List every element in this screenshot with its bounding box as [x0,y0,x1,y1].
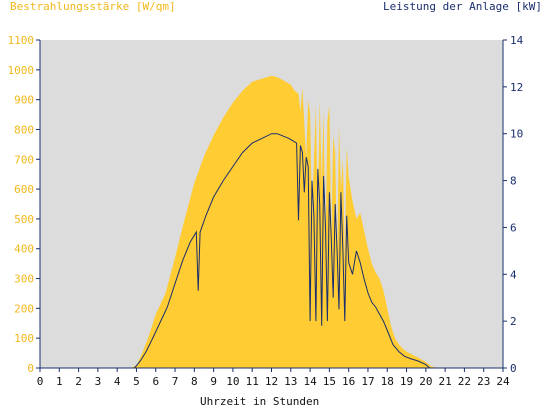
x-tick-label: 9 [210,375,217,388]
y-left-tick-label: 900 [14,94,34,107]
y-left-tick-label: 100 [14,332,34,345]
y-left-tick-label: 0 [27,362,34,375]
y-right-tick-label: 12 [510,81,523,94]
x-tick-label: 3 [95,375,102,388]
irradiance-area [40,75,503,369]
x-tick-label: 8 [191,375,198,388]
x-tick-label: 23 [477,375,490,388]
y-left-tick-label: 500 [14,213,34,226]
x-tick-label: 2 [75,375,82,388]
x-tick-label: 17 [361,375,374,388]
x-tick-label: 14 [303,375,317,388]
x-tick-label: 1 [56,375,63,388]
right-axis-title: Leistung der Anlage [kW] [383,0,542,13]
x-tick-label: 7 [172,375,179,388]
x-tick-label: 21 [439,375,452,388]
y-left-tick-label: 300 [14,273,34,286]
x-tick-label: 22 [458,375,471,388]
left-axis-title: Bestrahlungsstärke [W/qm] [10,0,176,13]
y-left-tick-label: 800 [14,123,34,136]
y-left-tick-label: 400 [14,243,34,256]
x-axis-title: Uhrzeit in Stunden [200,395,320,408]
x-tick-label: 10 [226,375,239,388]
y-right-tick-label: 0 [510,362,517,375]
x-tick-label: 4 [114,375,121,388]
x-tick-label: 20 [419,375,432,388]
y-right-tick-label: 14 [510,34,524,47]
x-tick-label: 19 [400,375,413,388]
y-left-tick-label: 1100 [8,34,35,47]
x-tick-label: 16 [342,375,355,388]
power-line [40,133,503,369]
y-left-tick-label: 600 [14,183,34,196]
x-tick-label: 13 [284,375,297,388]
y-left-tick-label: 700 [14,153,34,166]
x-tick-label: 15 [323,375,336,388]
x-tick-label: 5 [133,375,140,388]
x-tick-label: 11 [246,375,259,388]
y-right-tick-label: 10 [510,128,523,141]
y-left-tick-label: 1000 [8,64,35,77]
x-tick-label: 18 [381,375,394,388]
y-right-tick-label: 4 [510,268,517,281]
x-tick-label: 24 [496,375,510,388]
y-right-tick-label: 6 [510,221,517,234]
y-right-tick-label: 2 [510,315,517,328]
y-left-tick-label: 200 [14,302,34,315]
x-tick-label: 6 [152,375,159,388]
x-tick-label: 12 [265,375,278,388]
y-right-tick-label: 8 [510,175,517,188]
x-tick-label: 0 [37,375,44,388]
